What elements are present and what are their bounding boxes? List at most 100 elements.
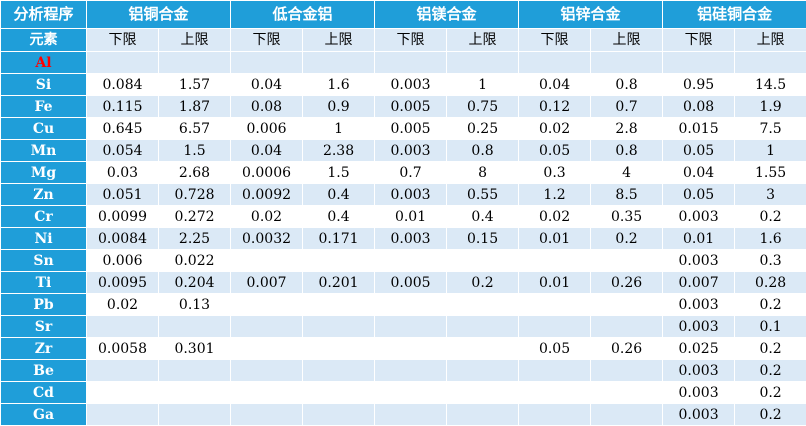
lower-limit-cell: 0.003: [375, 228, 447, 250]
lower-limit-cell: [87, 382, 159, 404]
lower-limit-cell: 0.0092: [231, 184, 303, 206]
lower-limit-cell: 0.003: [663, 294, 735, 316]
upper-limit-cell: 0.8: [447, 140, 519, 162]
element-label: Ga: [1, 404, 87, 426]
lower-limit-cell: 0.015: [663, 118, 735, 140]
lower-limit-cell: 0.05: [663, 184, 735, 206]
upper-limit-cell: 14.5: [735, 74, 806, 96]
lower-limit-cell: [231, 316, 303, 338]
lower-limit-cell: 0.003: [663, 206, 735, 228]
upper-limit-cell: 6.57: [159, 118, 231, 140]
upper-limit-cell: [159, 404, 231, 426]
lower-limit-cell: 0.01: [375, 206, 447, 228]
element-label: Sn: [1, 250, 87, 272]
upper-limit-cell: 0.2: [735, 206, 806, 228]
upper-limit-cell: 0.2: [735, 360, 806, 382]
group-header-al-si-cu: 铝硅铜合金: [663, 1, 806, 29]
upper-limit-cell: 0.1: [735, 316, 806, 338]
element-label: Si: [1, 74, 87, 96]
lower-limit-cell: [231, 338, 303, 360]
lower-limit-cell: [519, 382, 591, 404]
lower-limit-header: 下限: [519, 29, 591, 52]
upper-limit-cell: 0.9: [303, 96, 375, 118]
lower-limit-cell: 0.003: [375, 184, 447, 206]
upper-limit-cell: 0.4: [303, 206, 375, 228]
upper-limit-header: 上限: [447, 29, 519, 52]
upper-limit-cell: 0.4: [303, 184, 375, 206]
element-label: Cr: [1, 206, 87, 228]
upper-limit-cell: 7.5: [735, 118, 806, 140]
lower-limit-cell: 0.01: [519, 228, 591, 250]
upper-limit-cell: [159, 52, 231, 74]
lower-limit-cell: [375, 52, 447, 74]
subheader-row: 元素 下限 上限 下限 上限 下限 上限 下限 上限 下限 上限: [1, 29, 806, 52]
lower-limit-cell: 0.054: [87, 140, 159, 162]
lower-limit-cell: 0.04: [663, 162, 735, 184]
group-header-al-zn: 铝锌合金: [519, 1, 663, 29]
upper-limit-cell: [159, 316, 231, 338]
upper-limit-cell: 1.5: [159, 140, 231, 162]
lower-limit-cell: 0.3: [519, 162, 591, 184]
upper-limit-header: 上限: [735, 29, 806, 52]
upper-limit-cell: 0.28: [735, 272, 806, 294]
lower-limit-cell: 0.02: [231, 206, 303, 228]
group-header-low-alloy-al: 低合金铝: [231, 1, 375, 29]
lower-limit-cell: 0.0058: [87, 338, 159, 360]
lower-limit-cell: 0.007: [231, 272, 303, 294]
lower-limit-cell: 0.003: [663, 360, 735, 382]
element-label: Mg: [1, 162, 87, 184]
upper-limit-cell: [303, 382, 375, 404]
lower-limit-cell: [231, 382, 303, 404]
upper-limit-cell: 0.301: [159, 338, 231, 360]
upper-limit-cell: 4: [591, 162, 663, 184]
upper-limit-cell: 0.2: [735, 294, 806, 316]
upper-limit-cell: [591, 294, 663, 316]
upper-limit-cell: [447, 360, 519, 382]
lower-limit-cell: 0.003: [375, 140, 447, 162]
lower-limit-cell: 0.7: [375, 162, 447, 184]
group-header-al-cu: 铝铜合金: [87, 1, 231, 29]
upper-limit-cell: [447, 338, 519, 360]
upper-limit-cell: 0.7: [591, 96, 663, 118]
upper-limit-cell: 1: [735, 140, 806, 162]
lower-limit-cell: 0.005: [375, 96, 447, 118]
lower-limit-cell: 0.0095: [87, 272, 159, 294]
lower-limit-cell: 0.006: [87, 250, 159, 272]
element-label: Zr: [1, 338, 87, 360]
element-label: Fe: [1, 96, 87, 118]
upper-limit-cell: 1.55: [735, 162, 806, 184]
lower-limit-cell: [87, 52, 159, 74]
lower-limit-cell: [375, 294, 447, 316]
upper-limit-cell: 0.2: [735, 338, 806, 360]
lower-limit-cell: [87, 316, 159, 338]
lower-limit-cell: [375, 404, 447, 426]
upper-limit-cell: 0.4: [447, 206, 519, 228]
upper-limit-cell: 1.9: [735, 96, 806, 118]
lower-limit-cell: [519, 52, 591, 74]
lower-limit-cell: 0.02: [519, 206, 591, 228]
upper-limit-cell: 0.272: [159, 206, 231, 228]
lower-limit-cell: 1.2: [519, 184, 591, 206]
upper-limit-cell: 0.26: [591, 272, 663, 294]
lower-limit-cell: [519, 360, 591, 382]
upper-limit-cell: [447, 52, 519, 74]
upper-limit-cell: [159, 382, 231, 404]
lower-limit-header: 下限: [663, 29, 735, 52]
element-label: Zn: [1, 184, 87, 206]
upper-limit-cell: [303, 360, 375, 382]
upper-limit-cell: [591, 250, 663, 272]
lower-limit-cell: 0.02: [519, 118, 591, 140]
upper-limit-cell: [447, 382, 519, 404]
lower-limit-cell: 0.084: [87, 74, 159, 96]
upper-limit-cell: [447, 294, 519, 316]
lower-limit-cell: [375, 338, 447, 360]
lower-limit-cell: 0.0032: [231, 228, 303, 250]
lower-limit-cell: 0.05: [519, 338, 591, 360]
